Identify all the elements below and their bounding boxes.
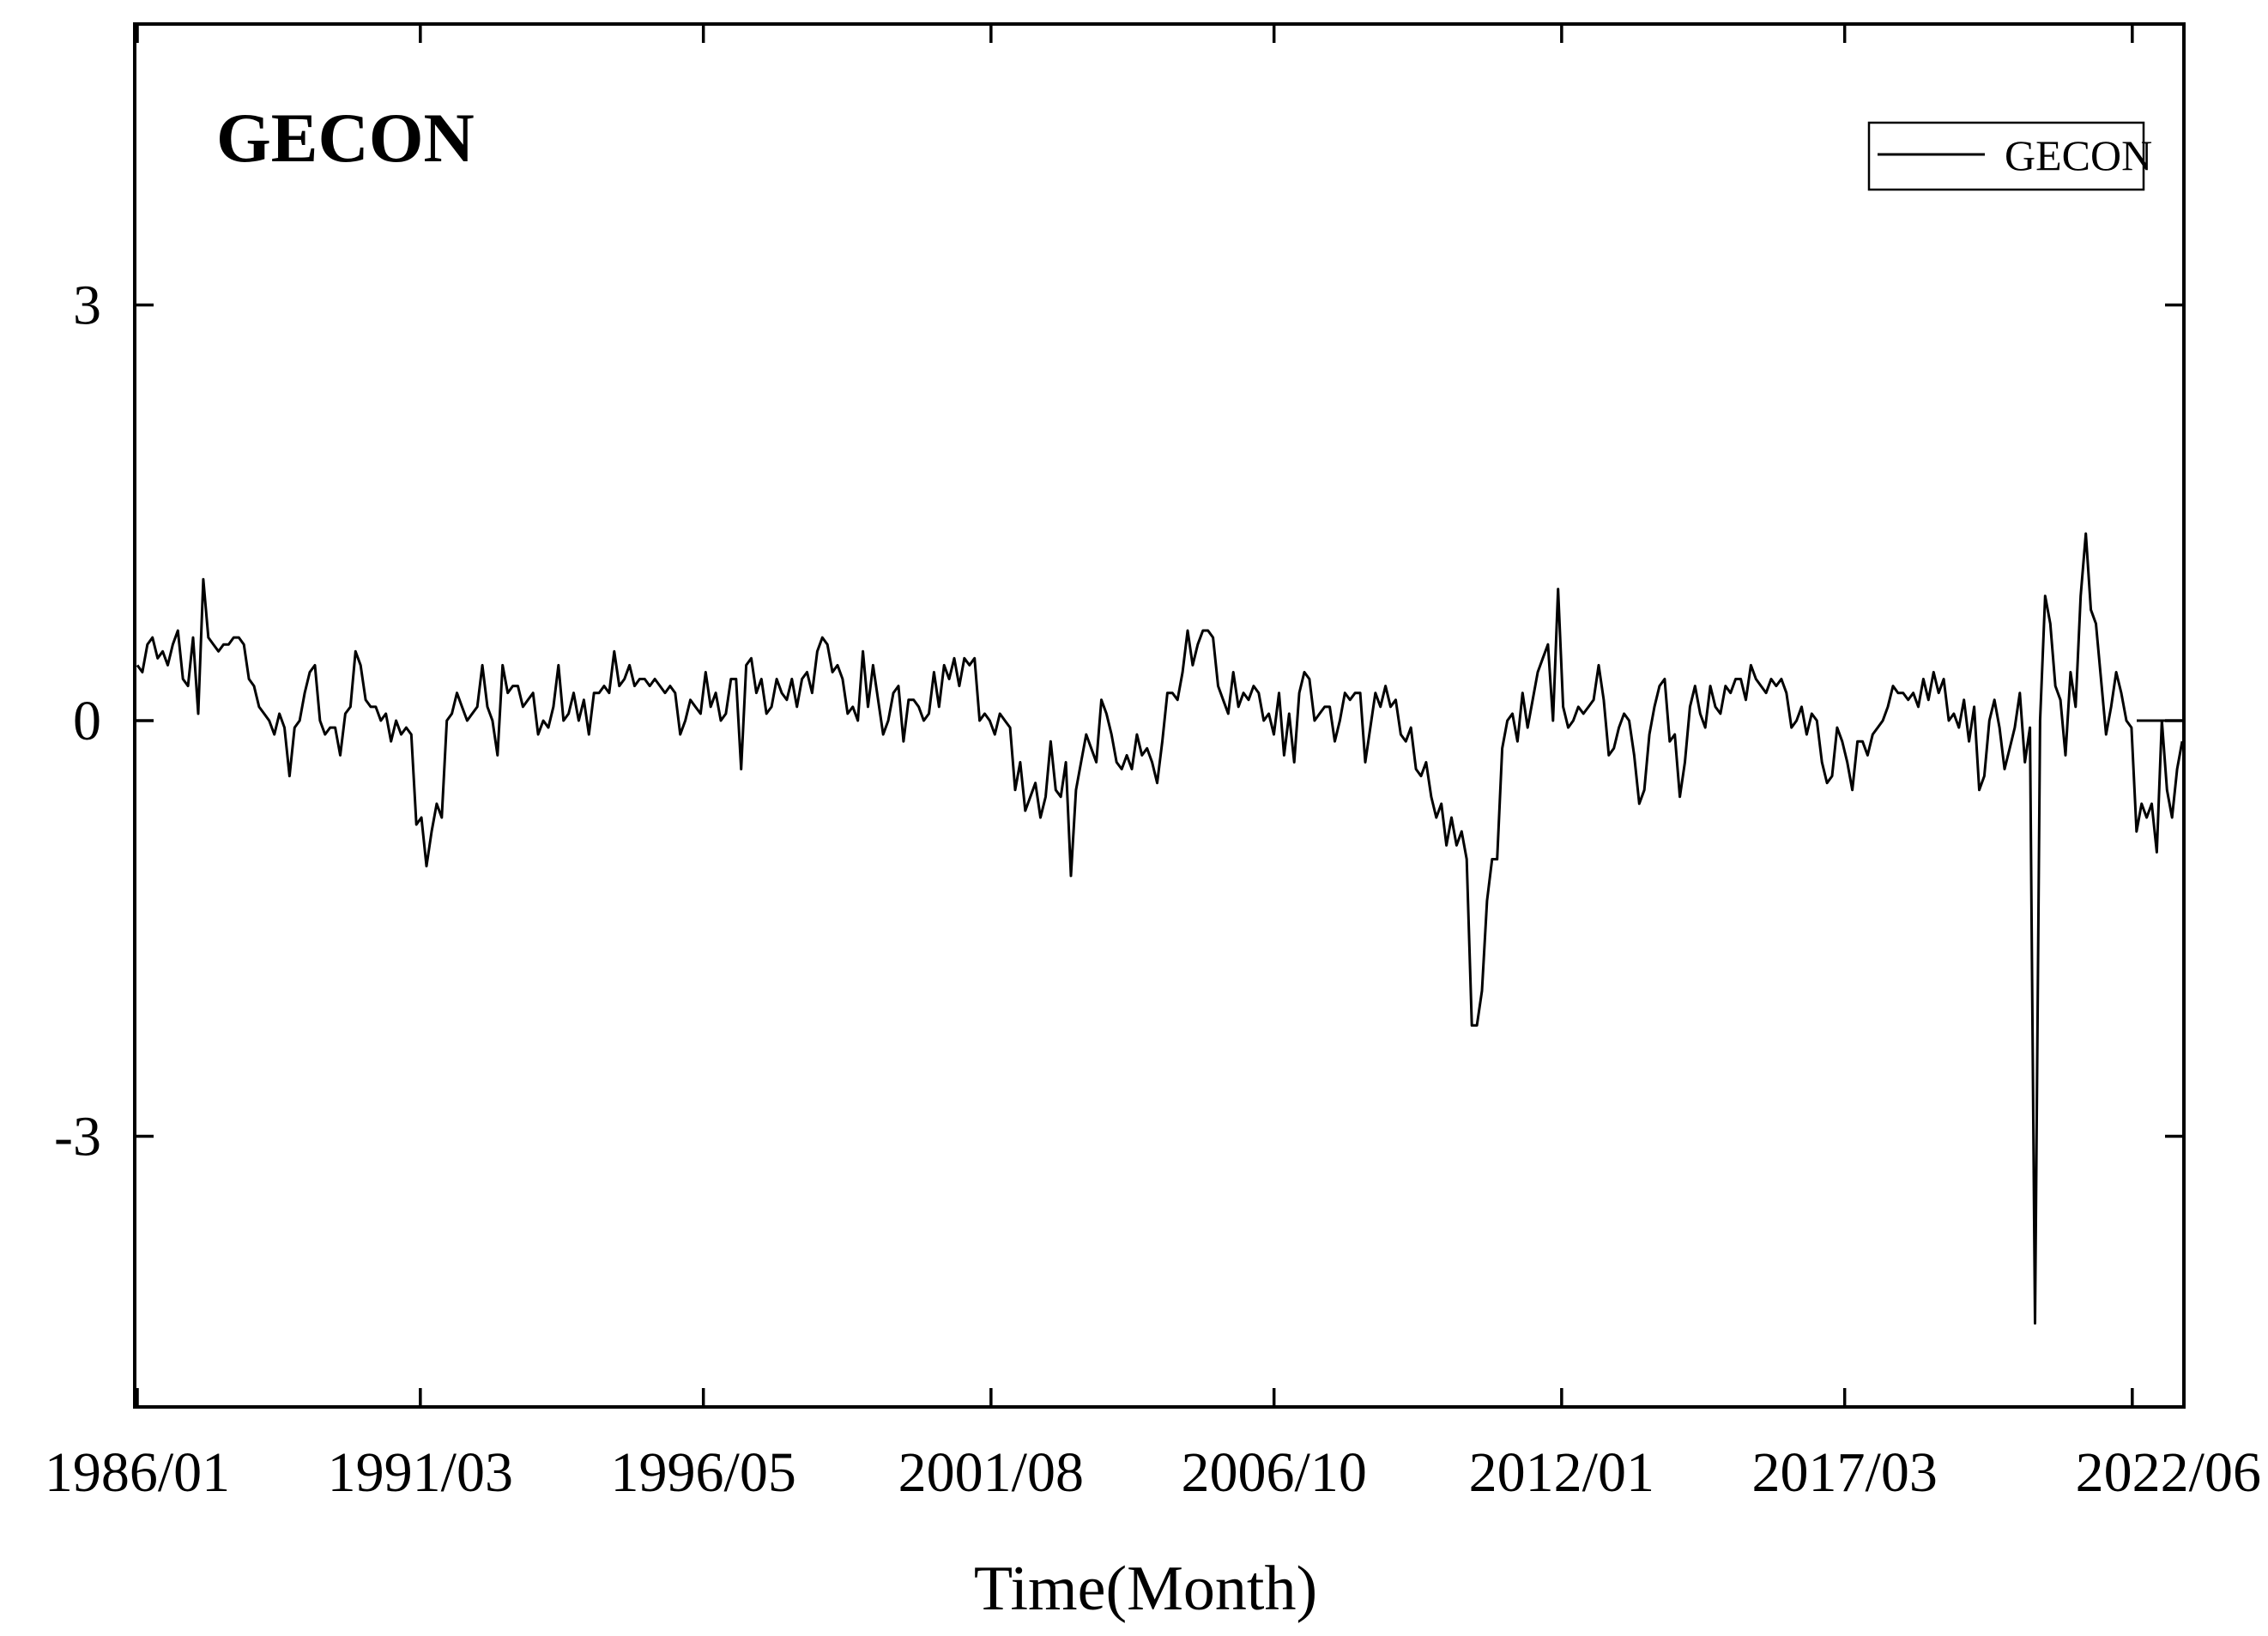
chart-title: GECON bbox=[216, 99, 475, 177]
x-tick-label: 2022/06 bbox=[2076, 1441, 2261, 1504]
legend-label: GECON bbox=[2005, 131, 2152, 179]
y-tick-label: 0 bbox=[73, 690, 101, 752]
x-tick-label: 2006/10 bbox=[1182, 1441, 1367, 1504]
x-tick-label: 1996/05 bbox=[611, 1441, 796, 1504]
plot-frame bbox=[133, 22, 2186, 1409]
x-tick-label: 1986/01 bbox=[45, 1441, 230, 1504]
x-tick-label: 1991/03 bbox=[328, 1441, 513, 1504]
x-tick-label: 2017/03 bbox=[1752, 1441, 1938, 1504]
y-axis-ticks: 3 0 -3 bbox=[54, 275, 2184, 1168]
x-tick-label: 2012/01 bbox=[1469, 1441, 1654, 1504]
y-tick-label: 3 bbox=[73, 275, 101, 337]
legend: GECON bbox=[1867, 121, 2152, 191]
legend-box bbox=[1867, 121, 2145, 191]
x-tick-label: 2001/08 bbox=[898, 1441, 1084, 1504]
x-axis-ticks: 1986/01 1991/03 1996/05 2001/08 2006/10 2012/… bbox=[45, 24, 2261, 1504]
x-axis-title: Time(Month) bbox=[974, 1554, 1317, 1624]
y-tick-label: -3 bbox=[54, 1106, 101, 1168]
series-line-gecon bbox=[136, 532, 2184, 1325]
